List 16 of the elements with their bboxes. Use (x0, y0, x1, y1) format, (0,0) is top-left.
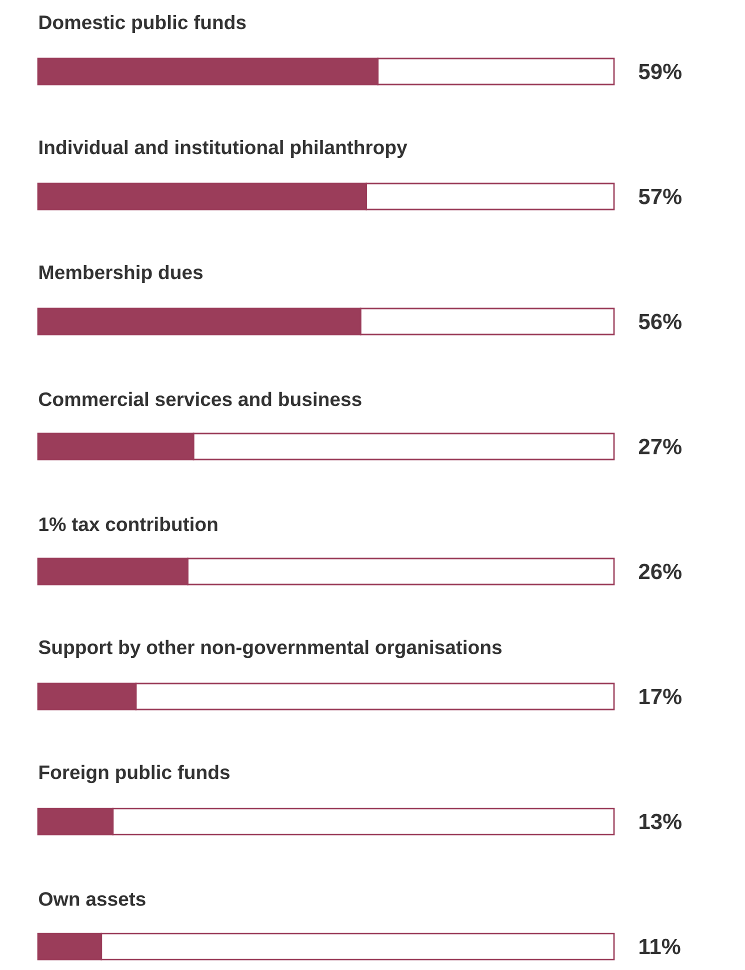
y-tick-label: Support by other non-governmental organisations (38, 640, 502, 658)
y-tick-label: Individual and institutional philanthropy (39, 140, 408, 158)
data-label: 27% (638, 438, 682, 454)
y-tick-label: Foreign public funds (39, 764, 230, 784)
y-tick-label: Domestic public funds (39, 14, 246, 34)
data-label: 56% (638, 314, 682, 330)
y-tick-label: Membership dues (39, 264, 203, 284)
y-tick-label: Commercial services and business (38, 392, 362, 406)
data-label: 13% (640, 814, 682, 830)
data-label: 11% (640, 938, 680, 954)
data-label: 59% (638, 64, 682, 80)
data-label: 17% (640, 688, 682, 704)
y-tick-label: 1% tax contribution (39, 516, 218, 532)
data-label: 57% (638, 188, 682, 204)
y-tick-label: Own assets (38, 892, 146, 906)
data-label: 26% (638, 564, 682, 580)
